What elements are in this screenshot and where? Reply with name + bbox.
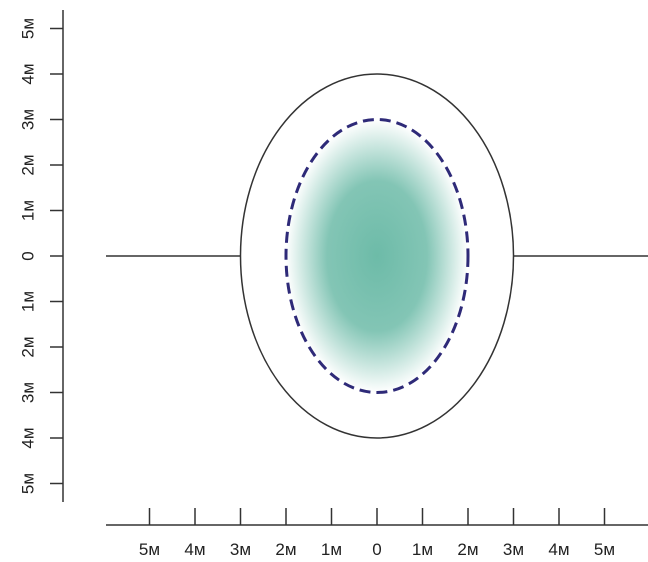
inner-ellipse-dashed: [284, 118, 470, 394]
x-tick-label: 5м: [139, 540, 160, 559]
y-tick-label: 4м: [19, 427, 38, 448]
x-tick-label: 4м: [548, 540, 569, 559]
y-tick-label: 4м: [19, 63, 38, 84]
y-tick-label: 1м: [19, 291, 38, 312]
x-tick-label: 4м: [184, 540, 205, 559]
outer-ellipse: [239, 73, 515, 439]
y-tick-label: 2м: [19, 336, 38, 357]
x-axis-ticks: 5м 4м 3м 2м 1м 0 1м 2м 3м 4м 5м: [139, 508, 615, 559]
y-axis-ticks: 5м 4м 3м 2м 1м 0 1м 2м 3м 4м 5м: [19, 18, 63, 494]
x-tick-label: 1м: [412, 540, 433, 559]
x-tick-label: 2м: [275, 540, 296, 559]
y-tick-label: 0: [19, 251, 38, 260]
inner-ellipse-fill: [286, 119, 468, 393]
y-tick-label: 1м: [19, 200, 38, 221]
x-tick-label: 5м: [594, 540, 615, 559]
y-tick-label: 3м: [19, 109, 38, 130]
x-tick-label: 0: [372, 540, 381, 559]
y-tick-label: 3м: [19, 382, 38, 403]
y-tick-label: 2м: [19, 154, 38, 175]
x-tick-label: 2м: [457, 540, 478, 559]
y-tick-label: 5м: [19, 18, 38, 39]
x-tick-label: 3м: [230, 540, 251, 559]
x-tick-label: 3м: [503, 540, 524, 559]
y-tick-label: 5м: [19, 473, 38, 494]
x-tick-label: 1м: [321, 540, 342, 559]
